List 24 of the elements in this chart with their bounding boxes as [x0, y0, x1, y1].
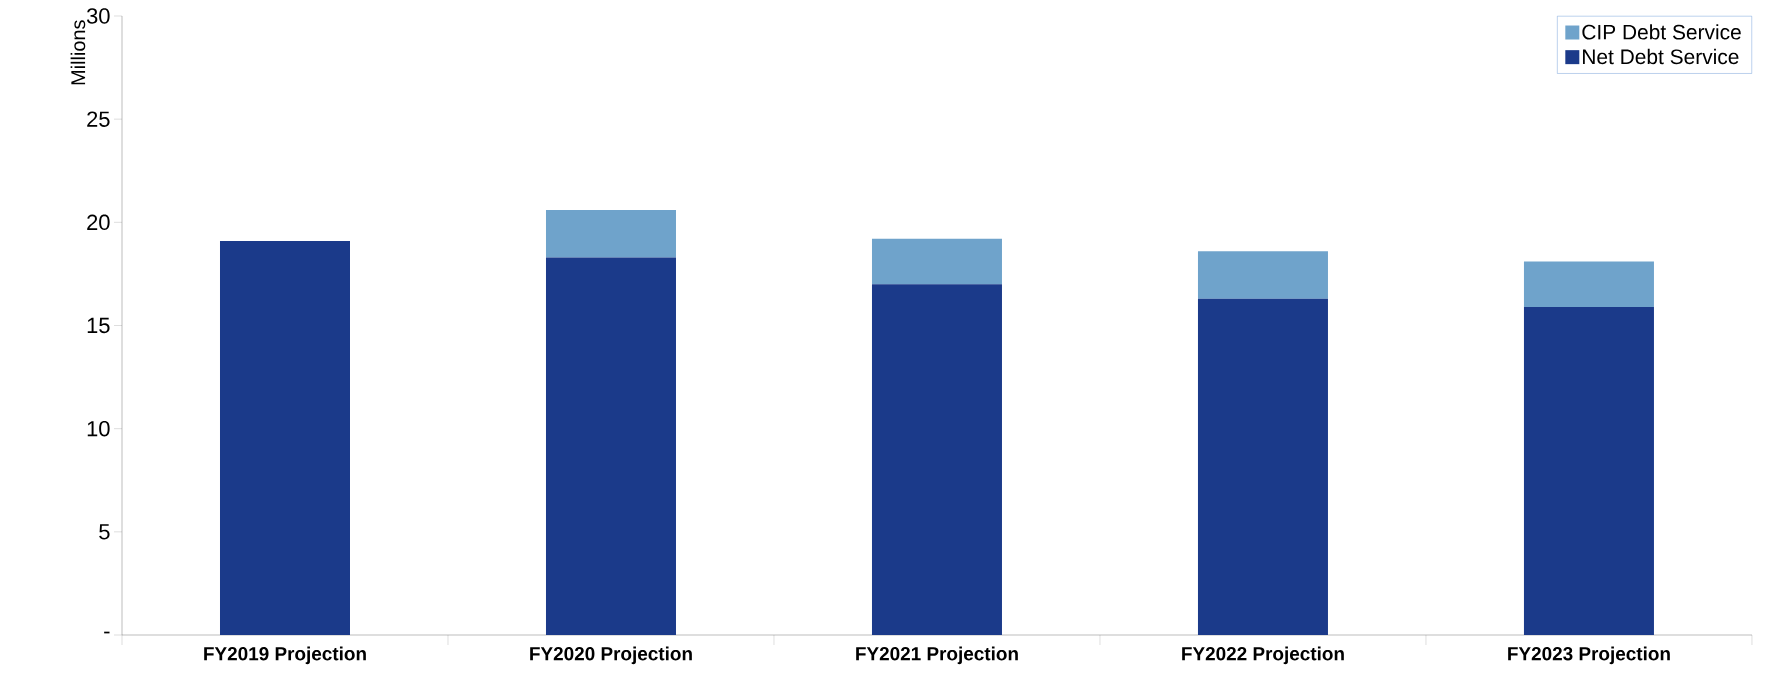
bar — [545, 209, 676, 258]
legend-label: CIP Debt Service — [1582, 24, 1741, 40]
y-tick-label: 15 — [87, 317, 110, 334]
x-tick-label: FY2019 Projection — [204, 646, 366, 665]
bar — [871, 284, 1002, 635]
bar — [1523, 306, 1654, 635]
bar — [1197, 251, 1328, 299]
x-tick-label: FY2021 Projection — [856, 646, 1018, 665]
x-tick-label: FY2020 Projection — [530, 646, 692, 665]
y-tick-label: 10 — [87, 420, 110, 437]
y-tick-label: 5 — [99, 524, 110, 540]
y-axis-title: Millions — [70, 20, 86, 85]
bar — [871, 238, 1002, 285]
legend-label: Net Debt Service — [1583, 48, 1739, 65]
x-tick-label: FY2022 Projection — [1182, 646, 1344, 665]
x-tick-label: FY2023 Projection — [1508, 646, 1670, 665]
y-tick-label: 20 — [87, 214, 110, 231]
y-tick-label: 30 — [86, 8, 110, 24]
bar — [545, 257, 676, 635]
y-tick-label: - — [104, 631, 110, 634]
y-tick-label: 25 — [87, 111, 110, 127]
bar — [1197, 298, 1328, 635]
bar — [1523, 261, 1654, 307]
bar — [219, 240, 350, 635]
